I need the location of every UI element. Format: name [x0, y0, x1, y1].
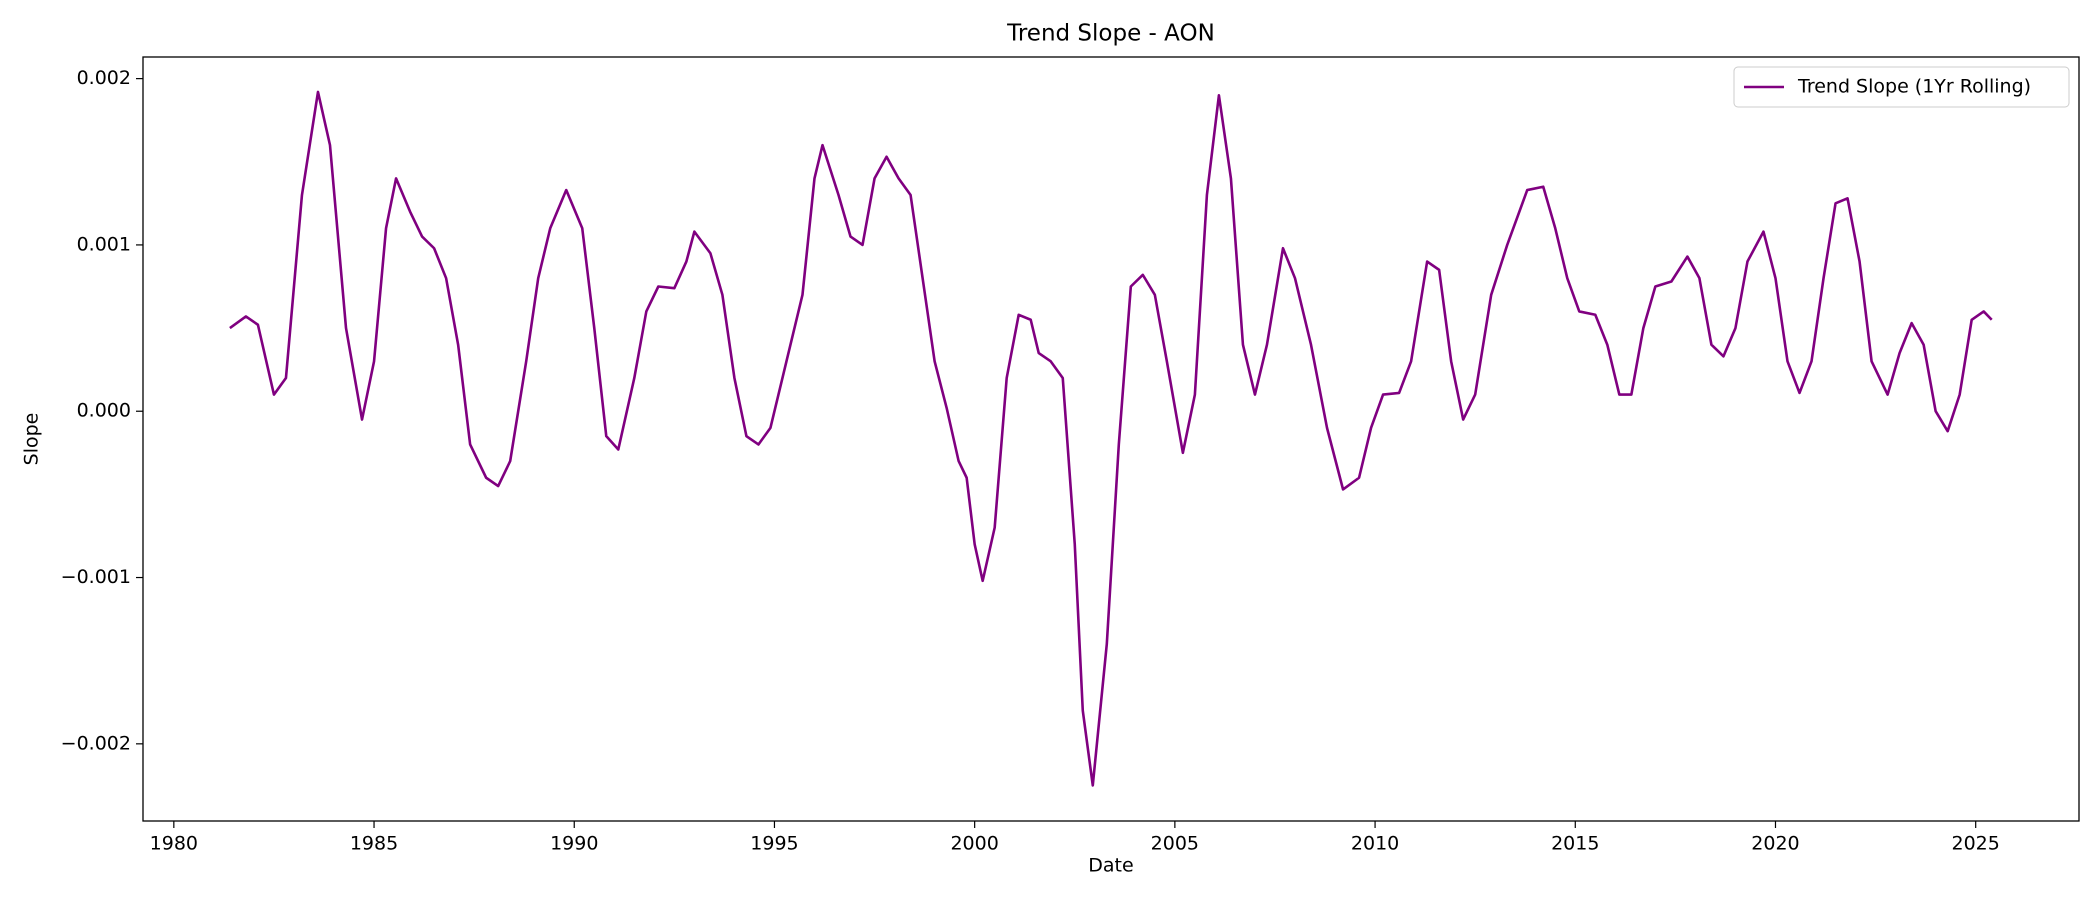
plot-frame [142, 56, 2080, 822]
legend-label: Trend Slope (1Yr Rolling) [1797, 76, 2031, 98]
x-tick-label: 1980 [150, 833, 198, 855]
x-tick-label: 2020 [1751, 833, 1799, 855]
x-tick-label: 2005 [1151, 833, 1199, 855]
chart-title: Trend Slope - AON [1006, 21, 1215, 47]
y-tick-label: 0.000 [77, 400, 131, 422]
x-axis-label: Date [1088, 855, 1133, 877]
x-tick-label: 1990 [550, 833, 598, 855]
y-tick-label: −0.002 [61, 732, 131, 754]
y-tick-label: 0.002 [77, 67, 131, 89]
y-tick-label: −0.001 [61, 566, 131, 588]
y-axis-label: Slope [21, 413, 43, 466]
x-tick-label: 1985 [350, 833, 398, 855]
legend: Trend Slope (1Yr Rolling) [1733, 66, 2070, 108]
legend-box [1733, 66, 2070, 108]
x-tick-label: 1995 [750, 833, 798, 855]
x-tick-label: 2025 [1952, 833, 2000, 855]
x-tick-label: 2010 [1351, 833, 1399, 855]
x-tick-label: 2000 [950, 833, 998, 855]
line-series [229, 90, 1993, 787]
y-tick-label: 0.001 [77, 233, 131, 255]
x-tick-label: 2015 [1551, 833, 1599, 855]
